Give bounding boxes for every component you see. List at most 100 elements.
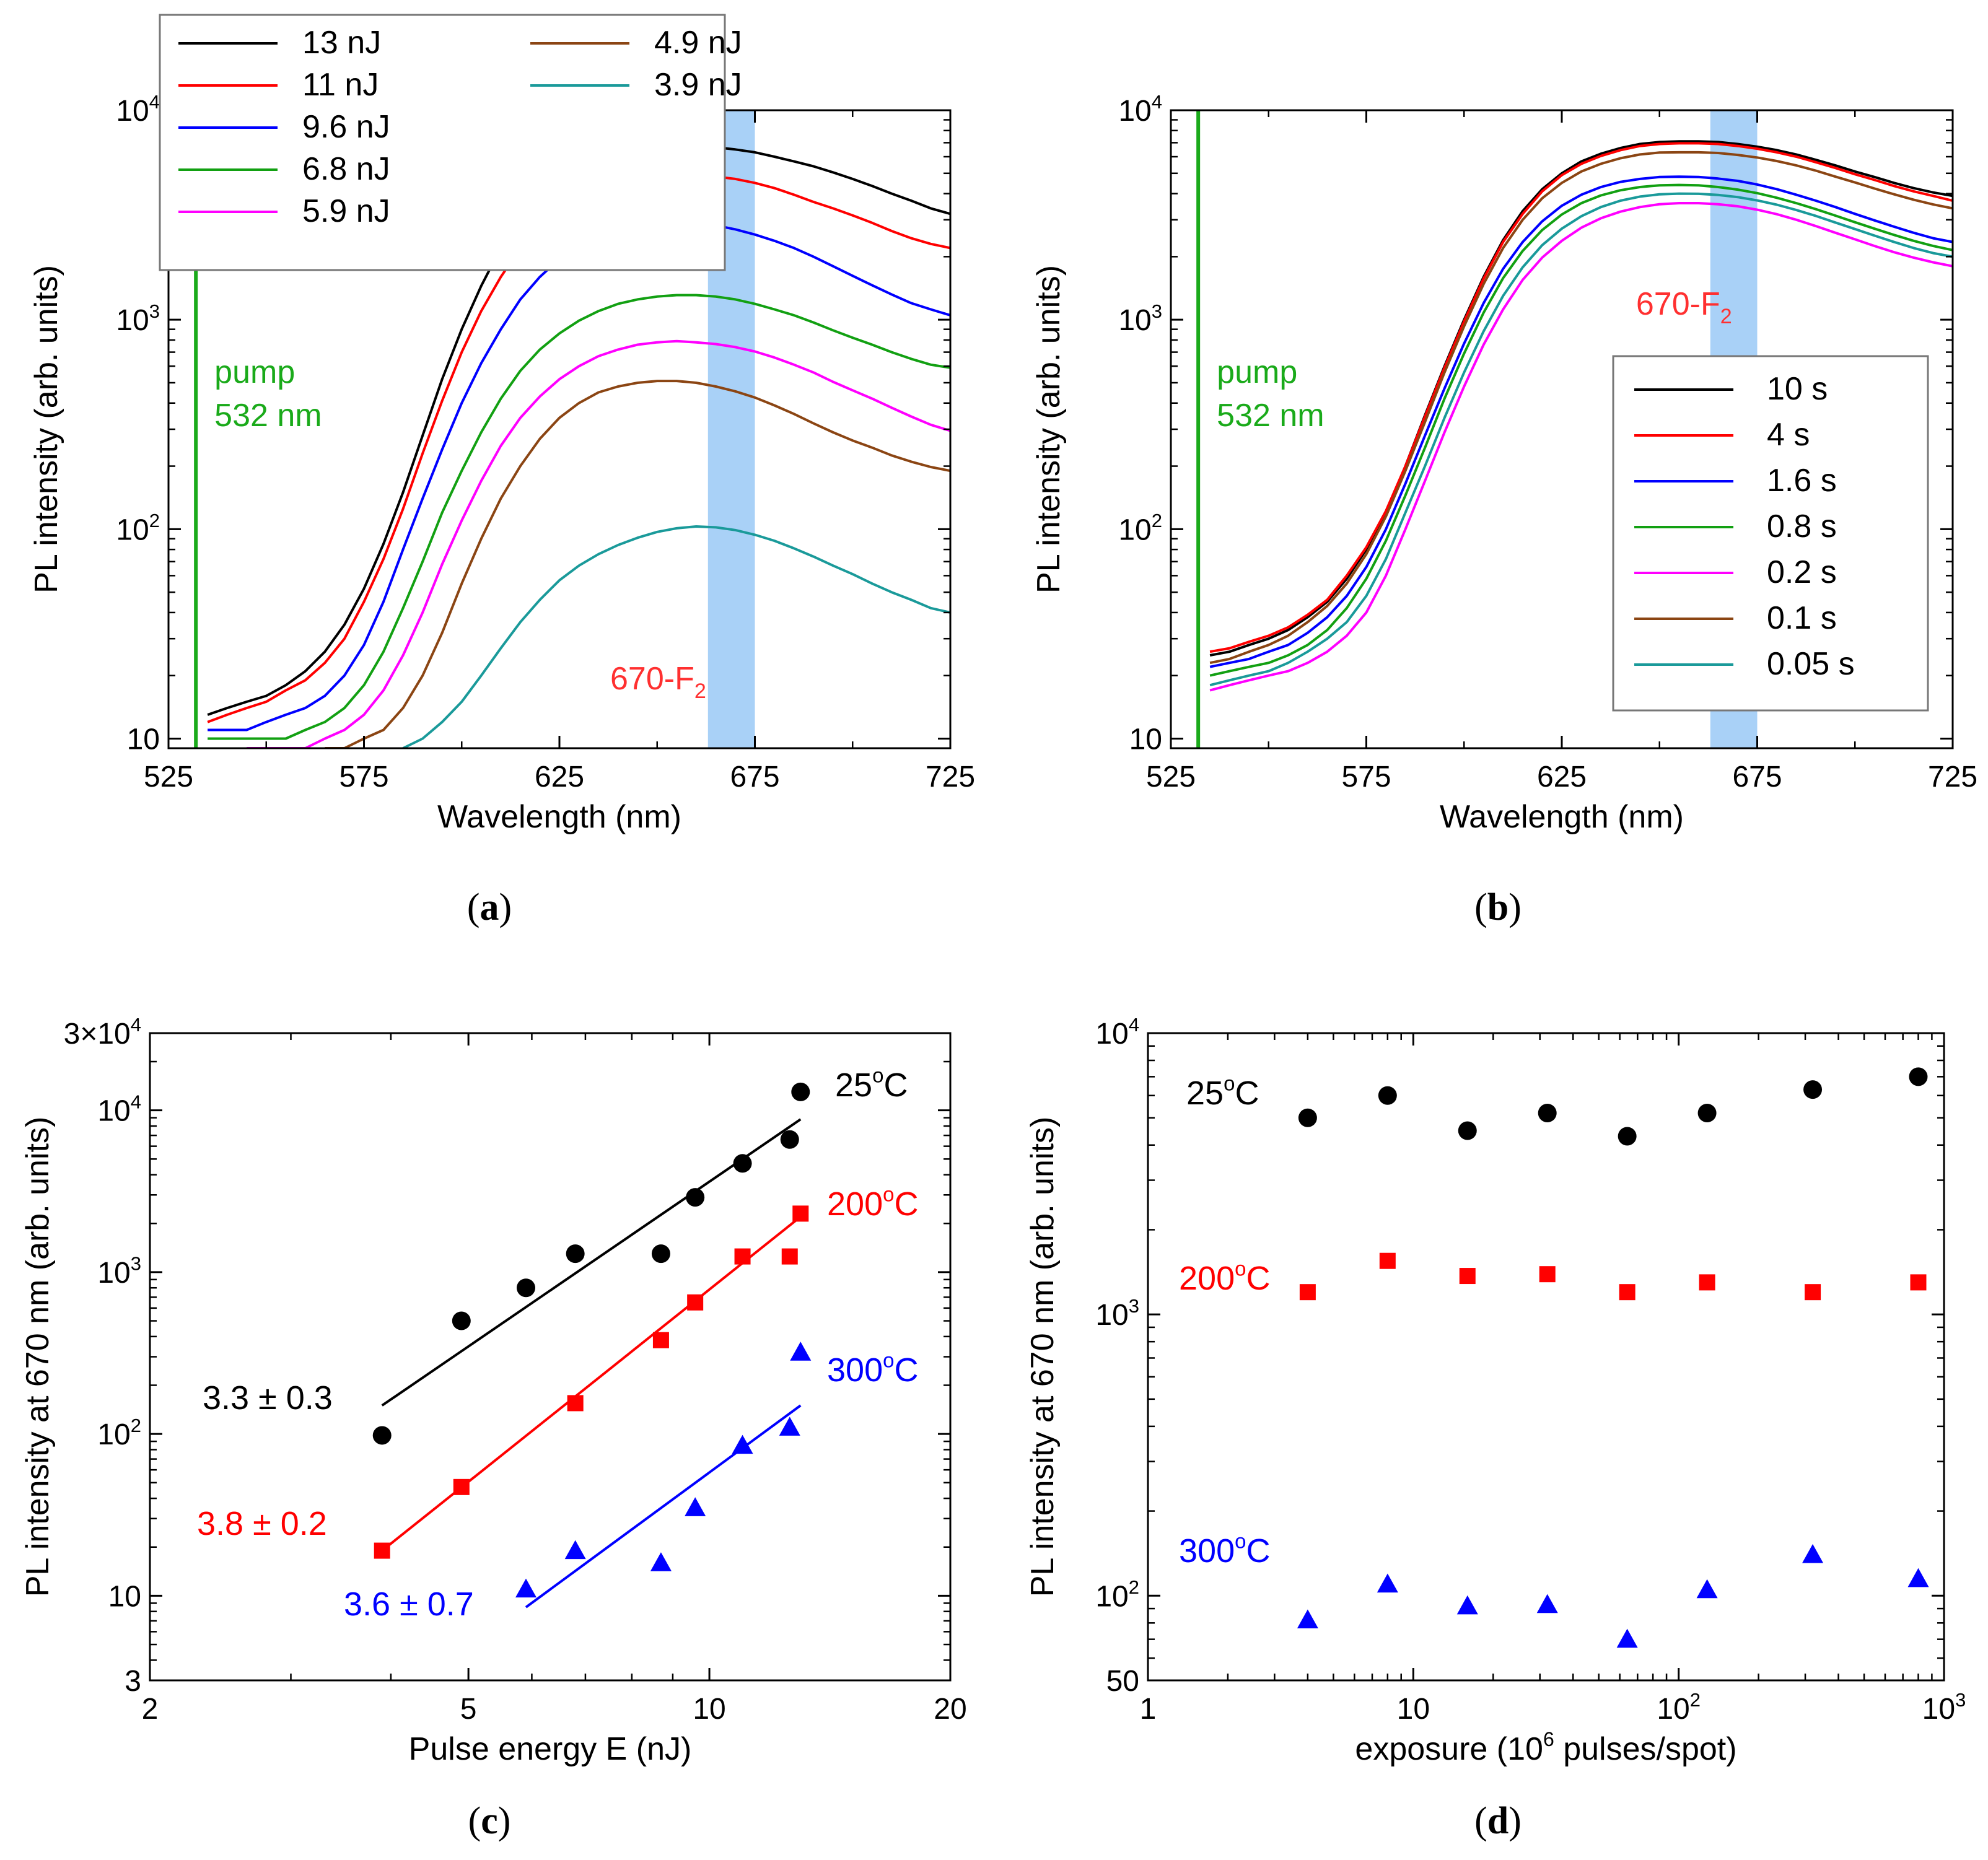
data-point-25C — [1618, 1127, 1637, 1146]
series-line-4-s — [1209, 142, 1953, 653]
panel-label-paren: ( — [1474, 886, 1487, 928]
x-tick-label: 103 — [1922, 1689, 1966, 1726]
degree-sign: o — [872, 1063, 883, 1086]
data-point-200C — [453, 1478, 470, 1495]
y-tick-label: 103 — [97, 1253, 141, 1290]
panel-label-paren: ( — [468, 1800, 481, 1842]
x-tick-label: 525 — [144, 761, 193, 793]
y-tick-label: 103 — [1118, 300, 1162, 337]
x-tick-label: 5 — [460, 1693, 477, 1726]
data-point-200C — [1699, 1274, 1715, 1291]
tick-exponent: 3 — [1152, 300, 1162, 322]
data-point-300C — [790, 1342, 812, 1361]
y-tick-label: 10 — [127, 723, 160, 756]
series-label-200C: 200oC — [827, 1182, 918, 1223]
data-point-200C — [567, 1395, 584, 1412]
series-line-6.8-nJ — [208, 294, 950, 740]
panel-label: (b) — [1474, 886, 1522, 928]
legend-label: 9.6 nJ — [302, 109, 390, 145]
x-tick-label: 675 — [1732, 761, 1782, 793]
annotation-main: 670-F — [1636, 286, 1720, 322]
x-tick-label: 2 — [142, 1693, 159, 1726]
data-point-25C — [1458, 1121, 1477, 1140]
data-point-300C — [650, 1552, 672, 1571]
data-point-25C — [566, 1244, 585, 1264]
plot-frame — [1147, 1032, 1945, 1682]
y-tick-label: 104 — [1118, 91, 1162, 128]
x-tick-label: 625 — [535, 761, 584, 793]
slope-label: 3.3 ± 0.3 — [203, 1379, 333, 1417]
data-point-300C — [1802, 1543, 1824, 1563]
legend-label: 1.6 s — [1767, 463, 1837, 499]
legend: 13 nJ 11 nJ 9.6 nJ 6.8 nJ 5.9 nJ 4.9 nJ 3.9 nJ — [159, 14, 742, 271]
temp-unit: C — [894, 1351, 918, 1389]
plot-area-c — [372, 1082, 812, 1609]
band-annotation: 670-F2 — [1636, 286, 1732, 328]
series-label-300C: 300oC — [827, 1348, 918, 1389]
legend-label: 0.1 s — [1767, 600, 1837, 636]
data-point-300C — [515, 1578, 537, 1598]
data-point-25C — [1538, 1103, 1557, 1122]
tick-exponent: 3 — [131, 1253, 141, 1275]
temp-value: 25 — [835, 1067, 872, 1104]
series-line-0.8-s — [1209, 183, 1953, 677]
data-point-25C — [686, 1188, 705, 1207]
data-point-200C — [687, 1294, 704, 1311]
y-tick-label: 104 — [97, 1091, 141, 1127]
fit-line-200C — [381, 1215, 802, 1552]
x-axis-label: Pulse energy E (nJ) — [409, 1731, 692, 1767]
panel-label-paren: ) — [1509, 886, 1522, 928]
tick-exponent: 2 — [131, 1415, 141, 1436]
data-point-200C — [1459, 1268, 1476, 1285]
data-point-200C — [1910, 1274, 1927, 1291]
series-line-0.05-s — [1209, 192, 1953, 687]
data-point-300C — [1616, 1628, 1638, 1648]
fit-line-25C — [381, 1118, 802, 1407]
panel-label-paren: ) — [499, 886, 512, 928]
series-line-4.9-nJ — [325, 380, 950, 748]
panel-label-paren: ) — [498, 1800, 511, 1842]
annotation-subscript: 2 — [1720, 305, 1732, 328]
data-point-300C — [732, 1434, 753, 1454]
data-point-25C — [1378, 1086, 1397, 1105]
series-line-9.6-nJ — [208, 220, 950, 731]
legend-label: 5.9 nJ — [302, 193, 390, 229]
degree-sign: o — [883, 1348, 894, 1371]
legend-label: 4 s — [1767, 417, 1810, 453]
x-tick-label: 575 — [339, 761, 388, 793]
data-point-25C — [1298, 1108, 1317, 1127]
pump-label: pump — [214, 354, 295, 390]
x-tick-label: 1 — [1140, 1693, 1157, 1726]
temp-value: 200 — [827, 1185, 883, 1223]
temp-unit: C — [1235, 1075, 1259, 1112]
legend-label: 0.2 s — [1767, 554, 1837, 590]
data-point-300C — [1377, 1573, 1398, 1593]
data-point-300C — [1297, 1609, 1318, 1629]
data-point-25C — [733, 1154, 752, 1173]
data-point-200C — [652, 1332, 669, 1348]
tick-exponent: 4 — [149, 91, 160, 113]
band-annotation: 670-F2 — [610, 661, 706, 703]
degree-sign: o — [1224, 1072, 1235, 1094]
temp-value: 200 — [1179, 1260, 1235, 1297]
x-tick-label: 20 — [934, 1693, 966, 1726]
tick-base: 10 — [97, 1095, 130, 1128]
x-tick-label: 625 — [1537, 761, 1587, 793]
data-point-25C — [791, 1082, 810, 1101]
degree-sign: o — [1235, 1529, 1246, 1552]
data-point-25C — [1697, 1103, 1717, 1122]
tick-exponent: 4 — [1152, 91, 1162, 113]
y-tick-label: 102 — [1118, 510, 1162, 546]
panel-label: (a) — [467, 886, 512, 928]
panel-label-paren: ) — [1509, 1800, 1522, 1842]
legend-label: 3.9 nJ — [654, 67, 742, 103]
data-point-200C — [1805, 1284, 1821, 1301]
data-point-200C — [374, 1542, 390, 1559]
y-tick-label: 102 — [116, 510, 160, 546]
series-line-3.9-nJ — [402, 525, 950, 748]
y-axis-label: PL intensity at 670 nm (arb. units) — [20, 1117, 56, 1597]
y-tick-label: 104 — [116, 91, 160, 128]
tick-exponent: 3 — [1955, 1689, 1966, 1711]
